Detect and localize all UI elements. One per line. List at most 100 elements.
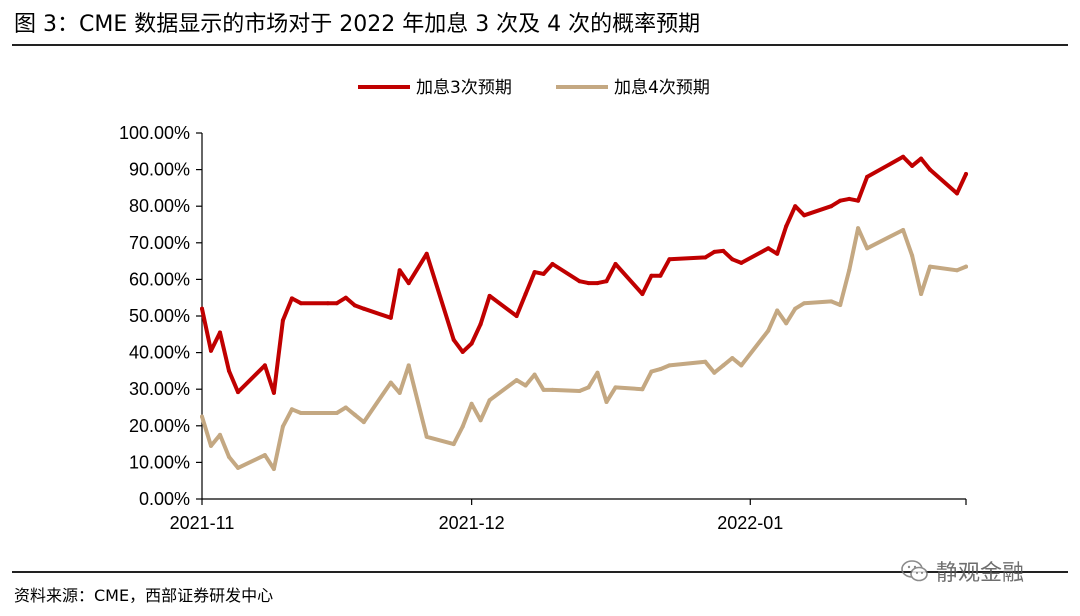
series-2-point bbox=[451, 442, 456, 447]
series-2-point bbox=[595, 370, 600, 375]
y-tick-label: 70.00% bbox=[129, 233, 190, 253]
series-2-point bbox=[397, 390, 402, 395]
chart-legend: 加息3次预期 加息4次预期 bbox=[358, 78, 710, 98]
wechat-icon bbox=[901, 560, 928, 582]
series-2-point bbox=[478, 418, 483, 423]
series-2-point bbox=[236, 465, 240, 470]
series-1-point bbox=[487, 293, 492, 298]
series-line-1 bbox=[200, 154, 968, 395]
series-1-point bbox=[514, 314, 519, 318]
series-1-point bbox=[200, 306, 204, 311]
series-1-point bbox=[451, 337, 456, 342]
series-1-point bbox=[227, 368, 231, 373]
series-1-point bbox=[289, 296, 294, 301]
series-1-point bbox=[766, 246, 771, 251]
series-1-point bbox=[209, 348, 213, 353]
series-2-point bbox=[514, 378, 519, 383]
series-1-point bbox=[541, 271, 546, 276]
series-2-point bbox=[388, 380, 393, 385]
series-2-point bbox=[919, 292, 924, 296]
series-2-point bbox=[964, 264, 968, 269]
series-2-point bbox=[343, 405, 348, 410]
series-2-point bbox=[640, 387, 645, 392]
series-1-point bbox=[478, 322, 483, 327]
series-2-point bbox=[910, 253, 915, 258]
series-1-point bbox=[838, 198, 843, 203]
series-2-point bbox=[928, 264, 932, 269]
source-note: 资料来源：CME，西部证券研发中心 bbox=[14, 586, 274, 605]
series-1-point bbox=[262, 363, 267, 368]
series-2-point bbox=[227, 454, 231, 459]
series-2-point bbox=[262, 453, 267, 458]
series-1-point bbox=[397, 268, 402, 273]
series-1-point bbox=[218, 330, 222, 335]
series-1-point bbox=[721, 248, 726, 253]
series-2-point bbox=[218, 432, 222, 437]
series-2-point bbox=[721, 363, 726, 368]
y-tick-label: 80.00% bbox=[129, 196, 190, 216]
series-2-point bbox=[829, 299, 834, 304]
series-1-point bbox=[361, 306, 366, 311]
series-2-point bbox=[424, 434, 429, 439]
series-2-point bbox=[523, 383, 528, 388]
series-1-point bbox=[586, 281, 591, 286]
series-2-point bbox=[271, 467, 276, 471]
series-2-point bbox=[406, 363, 411, 368]
x-axis: 2021-11 2021-12 2022-01 bbox=[170, 498, 967, 533]
series-1-point bbox=[604, 279, 609, 284]
series-1-point bbox=[523, 292, 528, 296]
series-1-point bbox=[406, 281, 411, 286]
series-2-point bbox=[298, 411, 303, 415]
y-tick-label: 90.00% bbox=[129, 160, 190, 180]
legend-label-2: 加息4次预期 bbox=[614, 78, 710, 98]
series-2-point bbox=[739, 363, 744, 368]
series-2-point bbox=[577, 389, 582, 393]
series-2-point bbox=[703, 359, 708, 364]
series-1-point bbox=[325, 301, 330, 306]
line-chart: 加息3次预期 加息4次预期 0.00% 10.00% 20.00% 30.00% 40.0… bbox=[119, 78, 968, 533]
series-2-point bbox=[460, 424, 465, 429]
series-2-point bbox=[586, 385, 591, 390]
y-tick-label: 10.00% bbox=[129, 452, 190, 472]
series-1-point bbox=[667, 257, 672, 262]
series-1-point bbox=[271, 390, 276, 395]
watermark: 静观金融 bbox=[900, 553, 1024, 589]
series-2-point bbox=[955, 268, 959, 273]
series-2-point bbox=[838, 303, 843, 307]
series-1-point bbox=[334, 301, 339, 306]
series-2-point bbox=[280, 424, 285, 429]
series-2-point bbox=[712, 370, 717, 375]
series-2-point bbox=[730, 356, 735, 361]
series-1-point bbox=[847, 196, 852, 201]
series-2-point bbox=[901, 228, 906, 232]
series-2-point bbox=[352, 412, 357, 417]
series-1-point bbox=[865, 174, 870, 179]
series-2-point bbox=[856, 226, 861, 231]
series-1-point bbox=[802, 213, 807, 218]
watermark-text: 静观金融 bbox=[936, 561, 1025, 586]
legend-label-1: 加息3次预期 bbox=[416, 78, 512, 98]
series-2-point bbox=[289, 407, 294, 412]
series-2-point bbox=[613, 385, 618, 390]
bottom-rule bbox=[12, 571, 1068, 573]
y-tick-label: 30.00% bbox=[129, 379, 190, 399]
series-1-point bbox=[730, 257, 735, 262]
series-2-point bbox=[487, 398, 492, 403]
series-2-point bbox=[209, 443, 213, 448]
y-tick-label: 50.00% bbox=[129, 306, 190, 326]
y-tick-label: 0.00% bbox=[139, 489, 190, 509]
series-1-point bbox=[955, 191, 959, 196]
series-2-point bbox=[541, 387, 546, 392]
series-2-point bbox=[469, 401, 474, 406]
series-2-point bbox=[667, 363, 672, 368]
series-2-point bbox=[793, 306, 798, 311]
series-1-point bbox=[703, 255, 708, 260]
series-1-point bbox=[649, 273, 654, 278]
series-2-point bbox=[784, 321, 789, 326]
series-1-point bbox=[919, 156, 924, 161]
series-1-point bbox=[658, 273, 663, 278]
series-1-point bbox=[532, 270, 537, 275]
series-1-point bbox=[613, 262, 618, 266]
series-1-point bbox=[739, 260, 744, 265]
series-1-point bbox=[469, 341, 474, 346]
